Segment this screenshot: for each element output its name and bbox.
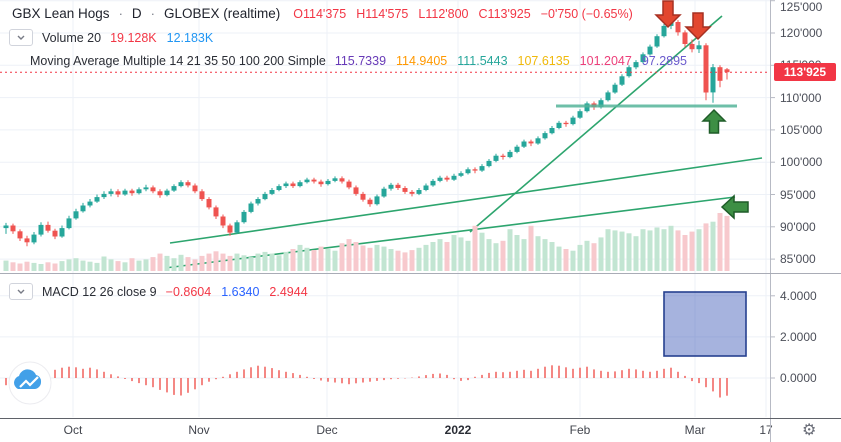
arrow-annotations-layer [654, 0, 749, 220]
ohlc-open: O114'375 [293, 6, 347, 21]
macd-hist-value: −0.8604 [165, 284, 212, 299]
macd-signal-value: 2.4944 [269, 284, 308, 299]
macd-legend-row: MACD 12 26 close 9 −0.8604 1.6340 2.4944 [9, 283, 308, 300]
price-tick-label: 85'000 [780, 252, 816, 267]
ma14-value: 115.7339 [334, 54, 387, 68]
volume-current-value: 19.128K [110, 30, 157, 45]
time-tick-label: 17 [759, 423, 773, 437]
candles-layer [3, 17, 730, 247]
time-tick-label: Feb [569, 423, 591, 437]
last-price-tag: 113'925 [774, 63, 836, 81]
time-tick-label: Oct [63, 423, 83, 437]
ma50-value: 107.6135 [517, 54, 570, 68]
ma-indicator-label: Moving Average Multiple 14 21 35 50 100 … [30, 54, 326, 68]
down-arrow-annotation [654, 0, 682, 29]
macd-line-value: 1.6340 [221, 284, 260, 299]
time-axis-border [0, 418, 841, 419]
pane-separator[interactable] [0, 273, 841, 274]
ohlc-high: H114'575 [356, 6, 409, 21]
volume-ma-value: 12.183K [166, 30, 214, 45]
macd-tick-label: 2.0000 [780, 329, 817, 344]
interval-label: D [131, 6, 142, 21]
exchange-label: GLOBEX (realtime) [164, 6, 281, 21]
ma-legend-row: Moving Average Multiple 14 21 35 50 100 … [30, 54, 687, 68]
left-arrow-annotation [720, 194, 749, 220]
price-axis[interactable]: 125'000120'000115'000110'000105'000100'0… [771, 0, 841, 418]
macd-tick-label: 4.0000 [780, 288, 817, 303]
ma200-value: 97.2895 [641, 54, 687, 68]
macd-highlight-rect [663, 291, 747, 357]
price-tick-label: 125'000 [780, 0, 823, 14]
price-tick-label: 110'000 [780, 90, 822, 105]
ma21-value: 114.9405 [396, 54, 448, 68]
macd-value-axis[interactable]: 4.0000 2.0000 0.0000 [771, 0, 841, 418]
ohlc-low: L112'800 [418, 6, 469, 21]
cloud-icon [14, 369, 42, 389]
price-tick-label: 105'000 [780, 122, 823, 137]
gear-icon[interactable]: ⚙ [802, 422, 817, 439]
ma100-value: 101.2047 [579, 54, 632, 68]
macd-tick-label: 0.0000 [780, 371, 817, 385]
price-tick-label: 90'000 [780, 219, 816, 234]
time-axis[interactable]: Oct Nov Dec 2022 Feb Mar 17 [0, 419, 841, 442]
price-tick-label: 95'000 [780, 187, 816, 202]
ohlc-close: C113'925 [478, 6, 531, 21]
symbol-title: GBX Lean Hogs [12, 6, 110, 21]
macd-indicator-label: MACD 12 26 close 9 [42, 284, 157, 299]
price-tick-label: 100'000 [780, 155, 823, 170]
watermark-logo [8, 361, 52, 405]
time-tick-label: 2022 [444, 423, 472, 437]
down-arrow-annotation [684, 12, 712, 41]
time-tick-label: Mar [684, 423, 706, 437]
up-arrow-annotation [701, 108, 727, 134]
macd-collapse-button[interactable] [9, 283, 33, 300]
change-value: −0'750 (−0.65%) [540, 6, 633, 21]
axis-vertical-border [770, 0, 771, 442]
time-tick-label: Nov [188, 423, 210, 437]
chart-canvas[interactable] [0, 0, 841, 418]
chevron-down-icon [17, 35, 25, 40]
volume-layer [3, 213, 730, 271]
time-tick-label: Dec [316, 423, 338, 437]
title-dot-1: · [118, 6, 123, 21]
ma35-value: 111.5443 [457, 54, 508, 68]
chevron-down-icon [17, 289, 25, 294]
title-dot-2: · [150, 6, 155, 21]
volume-collapse-button[interactable] [9, 29, 33, 46]
price-tick-label: 120'000 [780, 26, 823, 40]
symbol-legend-row: GBX Lean Hogs · D · GLOBEX (realtime) O1… [12, 6, 633, 21]
macd-layer [5, 291, 747, 398]
volume-indicator-label: Volume 20 [42, 30, 102, 45]
volume-legend-row: Volume 20 19.128K 12.183K [9, 29, 213, 46]
